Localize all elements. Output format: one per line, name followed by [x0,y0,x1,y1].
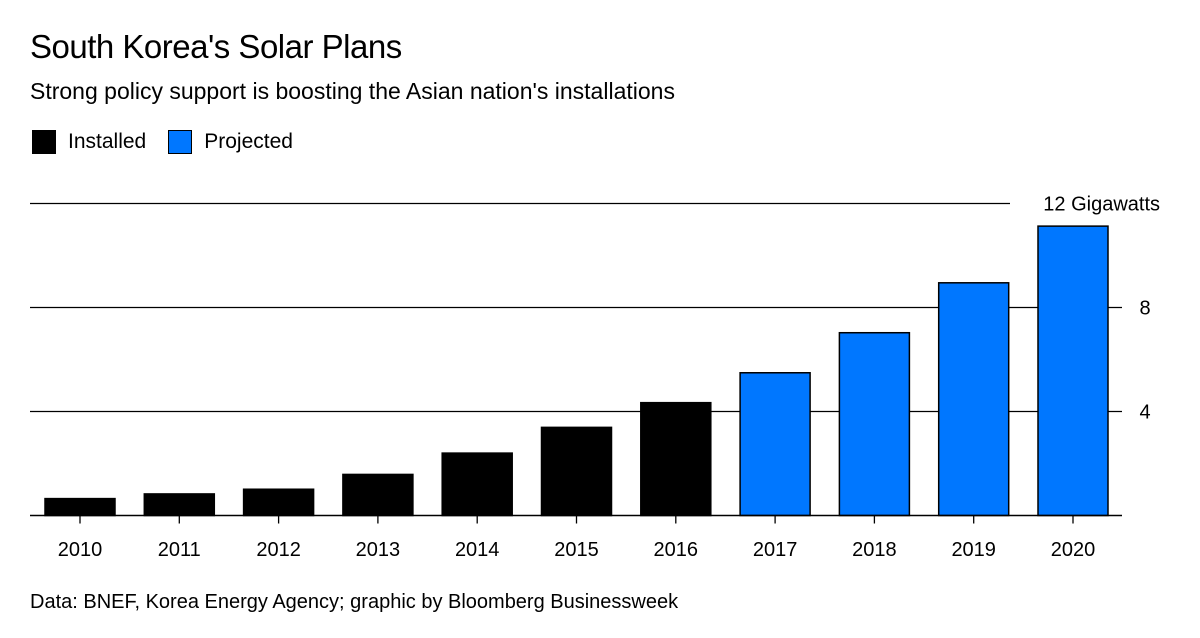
legend-label-installed: Installed [68,130,147,153]
bar-2018 [838,331,911,517]
source-note: Data: BNEF, Korea Energy Agency; graphic… [30,591,679,613]
legend-item-projected: Projected [168,130,293,154]
y-tick-label: 8 [1139,298,1150,320]
legend-label-projected: Projected [204,130,293,153]
bar-2015 [540,426,613,517]
bar-2020 [1037,225,1109,517]
bar-2014 [441,452,513,517]
bar-2011 [143,493,216,517]
x-tick-label: 2014 [455,539,500,561]
bar-2010 [44,497,116,517]
bar-2016 [640,401,712,517]
chart-title: South Korea's Solar Plans [30,28,402,65]
x-tick-label: 2013 [356,539,401,561]
legend-item-installed: Installed [32,130,146,154]
x-tick-label: 2010 [58,539,103,561]
bar-2017 [739,372,811,517]
legend: Installed Projected [32,130,315,154]
chart-subtitle: Strong policy support is boosting the As… [30,78,675,104]
x-tick-label: 2017 [753,539,798,561]
x-tick-label: 2016 [654,539,699,561]
x-tick-label: 2012 [256,539,301,561]
x-tick-label: 2020 [1051,539,1096,561]
legend-swatch-installed [32,130,56,154]
bar-2019 [937,282,1010,517]
x-tick-label: 2011 [158,539,201,561]
x-tick-label: 2015 [554,539,599,561]
y-tick-label: 4 [1139,402,1150,424]
bar-2012 [242,488,315,517]
x-tick-label: 2018 [852,539,897,561]
y-tick-label: 12 Gigawatts [1043,194,1160,216]
bar-2013 [342,473,414,517]
x-tick-label: 2019 [951,539,996,561]
legend-swatch-projected [168,130,193,154]
